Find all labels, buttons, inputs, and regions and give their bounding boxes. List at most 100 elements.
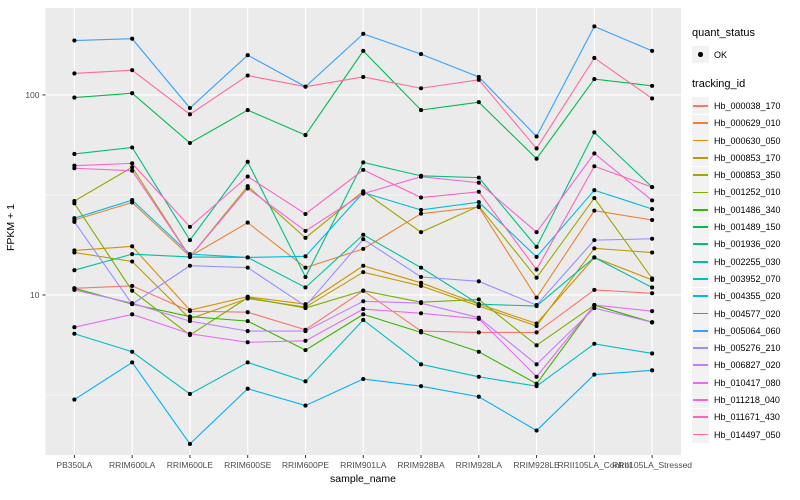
legend-key-swatch — [692, 339, 709, 357]
data-point — [245, 159, 250, 164]
data-point — [245, 108, 250, 113]
legend-item-label: Hb_004355_020 — [714, 291, 781, 302]
data-point — [418, 108, 424, 113]
data-point — [361, 48, 366, 53]
data-point — [534, 303, 539, 308]
data-point — [72, 331, 77, 336]
legend-key-swatch — [692, 391, 709, 409]
legend-key-swatch — [692, 201, 709, 219]
y-axis-title: FPKM + 1 — [5, 204, 17, 251]
data-point — [534, 267, 539, 272]
data-point — [245, 174, 250, 179]
legend-item-label: Hb_001489_150 — [714, 222, 781, 233]
data-point — [72, 201, 77, 206]
data-point — [592, 130, 597, 135]
line-swatch-icon — [693, 364, 708, 367]
data-point — [534, 156, 539, 161]
data-point — [303, 348, 308, 353]
data-point — [650, 351, 655, 356]
data-point — [245, 186, 250, 191]
data-point — [361, 317, 366, 323]
legend-item: Hb_000038_170 — [692, 97, 798, 115]
data-point — [650, 206, 655, 212]
data-point — [592, 164, 597, 169]
line-swatch-icon — [693, 139, 708, 142]
legend-item: Hb_001489_150 — [692, 218, 798, 236]
legend-item-label: Hb_011218_040 — [714, 394, 780, 405]
data-point — [245, 255, 250, 260]
legend-key-swatch — [692, 166, 709, 184]
line-swatch-icon — [693, 381, 708, 384]
data-point — [650, 309, 655, 314]
line-swatch-icon — [693, 156, 708, 159]
axes: 100 10 PB350LA RRIM600LA RRIM600LE RRIM600SE R… — [25, 90, 692, 470]
line-swatch-icon — [693, 122, 708, 125]
data-points — [72, 24, 655, 446]
data-point — [476, 330, 481, 335]
legend-key-swatch — [692, 132, 709, 150]
data-point — [476, 316, 481, 321]
x-tick-label: RRIM928LE — [513, 460, 560, 470]
legend-item-label: Hb_011671_430 — [714, 412, 780, 423]
line-swatch-icon — [693, 208, 708, 211]
data-point — [72, 71, 77, 76]
data-point — [303, 285, 308, 290]
x-tick-label: RRIM928LA — [456, 460, 503, 470]
legend-item-label: Hb_010417_080 — [714, 377, 781, 388]
legend-key-swatch — [692, 235, 709, 253]
data-point — [303, 133, 308, 138]
legend-item-label: Hb_000853_170 — [714, 152, 781, 163]
data-point — [592, 303, 597, 308]
legend-item: Hb_000630_050 — [692, 132, 798, 150]
data-point — [245, 220, 250, 225]
data-point — [592, 372, 597, 377]
legend-item: Hb_000853_350 — [692, 166, 798, 184]
data-point — [476, 180, 481, 185]
data-point — [361, 288, 366, 293]
data-point — [534, 330, 539, 335]
legend-item-label: Hb_001486_340 — [714, 204, 781, 215]
legend-item-label: Hb_006827_020 — [714, 360, 781, 371]
data-point — [361, 270, 366, 275]
x-axis-title: sample_name — [330, 473, 396, 485]
data-point — [303, 329, 308, 334]
data-point — [534, 275, 539, 280]
legend-item-label: Hb_002255_030 — [714, 256, 781, 267]
data-point — [592, 24, 597, 29]
data-point — [418, 195, 424, 200]
data-point — [592, 151, 597, 156]
data-point — [245, 310, 250, 315]
data-point — [534, 134, 539, 139]
data-point — [650, 217, 655, 223]
data-point — [476, 204, 481, 209]
data-point — [187, 331, 192, 336]
legend-key-swatch — [692, 218, 709, 236]
legend-key-swatch — [692, 356, 709, 374]
data-point — [534, 146, 539, 151]
data-point — [72, 250, 77, 255]
data-point — [72, 268, 77, 273]
data-point — [361, 312, 366, 317]
data-point — [418, 301, 424, 306]
data-point — [303, 211, 308, 217]
data-point — [534, 384, 539, 389]
data-point — [650, 48, 655, 53]
data-point — [418, 362, 424, 367]
line-swatch-icon — [693, 329, 708, 332]
data-point — [361, 237, 366, 242]
data-point — [476, 279, 481, 284]
data-point — [534, 374, 539, 379]
data-point — [476, 74, 481, 79]
data-point — [130, 145, 135, 150]
data-point — [361, 167, 366, 172]
data-point — [361, 191, 366, 196]
legend-item: Hb_001936_020 — [692, 235, 798, 253]
data-point — [303, 304, 308, 309]
legend-item: Hb_011671_430 — [692, 408, 798, 426]
data-point — [130, 312, 135, 317]
data-point — [303, 84, 308, 89]
data-point — [72, 151, 77, 156]
data-point — [245, 73, 250, 78]
legend: quant_status OK tracking_id Hb_000038_17… — [692, 27, 798, 444]
line-swatch-icon — [693, 243, 708, 246]
